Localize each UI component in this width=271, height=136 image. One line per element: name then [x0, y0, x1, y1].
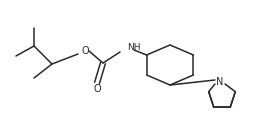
Text: N: N — [216, 77, 224, 87]
Text: O: O — [93, 84, 101, 94]
Text: O: O — [81, 46, 89, 56]
Text: NH: NH — [127, 44, 140, 52]
